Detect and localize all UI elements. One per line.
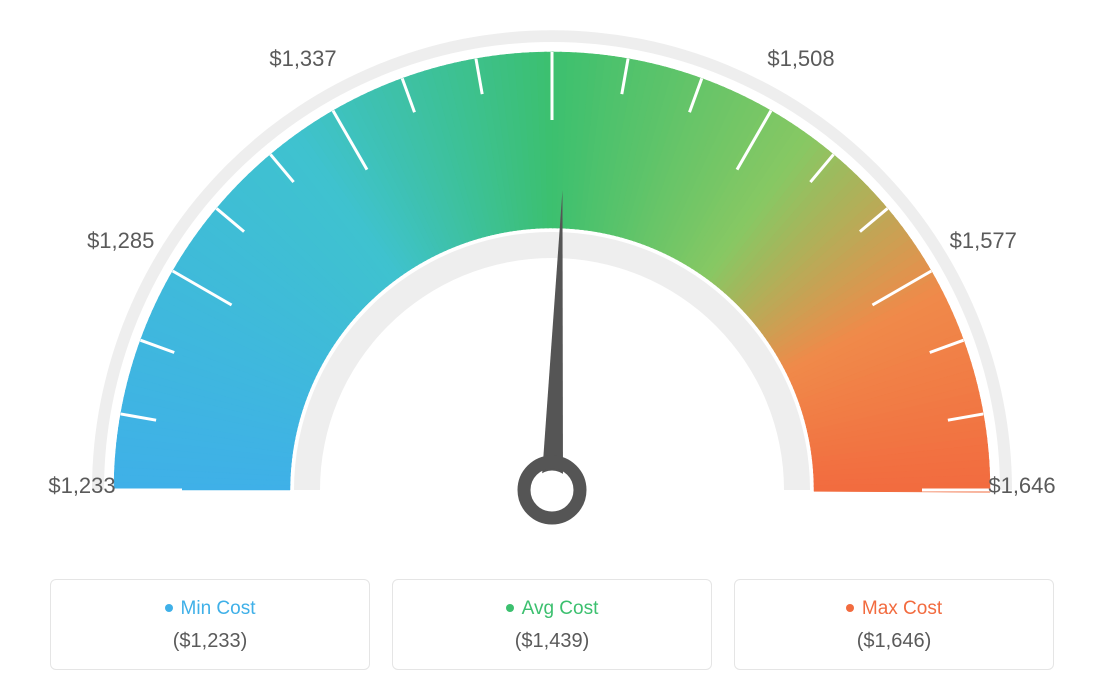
legend-title-min: Min Cost	[61, 598, 359, 620]
dot-icon	[506, 604, 514, 612]
gauge-tick-label: $1,439	[518, 0, 585, 3]
legend-card-min: Min Cost ($1,233)	[50, 579, 370, 670]
dot-icon	[846, 604, 854, 612]
dot-icon	[165, 604, 173, 612]
gauge-tick-label: $1,285	[87, 228, 154, 254]
gauge-tick-label: $1,646	[988, 473, 1055, 499]
legend-title-avg: Avg Cost	[403, 598, 701, 620]
legend-card-avg: Avg Cost ($1,439)	[392, 579, 712, 670]
gauge-tick-label: $1,577	[950, 228, 1017, 254]
gauge-chart: $1,233 $1,285 $1,337 $1,439 $1,508 $1,577 $1,6…	[0, 0, 1104, 560]
legend-value-min: ($1,233)	[61, 630, 359, 653]
legend-label: Avg Cost	[522, 598, 599, 619]
legend-value-max: ($1,646)	[745, 630, 1043, 653]
gauge-tick-label: $1,233	[48, 473, 115, 499]
gauge-tick-label: $1,337	[269, 46, 336, 72]
gauge-tick-label: $1,508	[767, 46, 834, 72]
legend-row: Min Cost ($1,233) Avg Cost ($1,439) Max …	[0, 579, 1104, 670]
legend-card-max: Max Cost ($1,646)	[734, 579, 1054, 670]
legend-title-max: Max Cost	[745, 598, 1043, 620]
legend-label: Max Cost	[862, 598, 942, 619]
legend-label: Min Cost	[181, 598, 256, 619]
legend-value-avg: ($1,439)	[403, 630, 701, 653]
gauge-svg	[0, 0, 1104, 560]
